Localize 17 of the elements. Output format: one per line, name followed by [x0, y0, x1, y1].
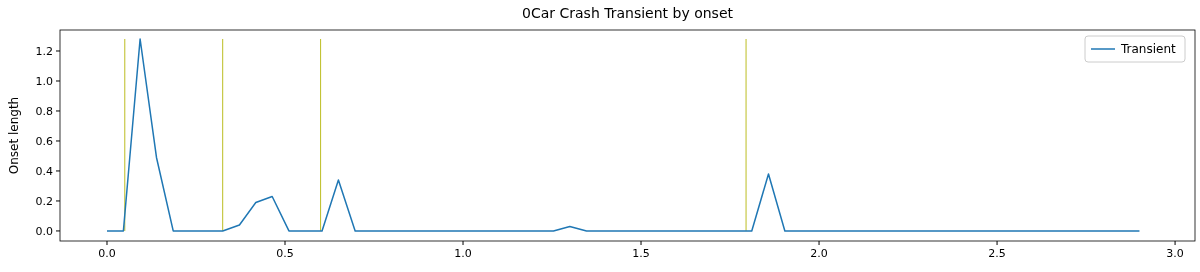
y-tick-label: 0.6 [35, 134, 53, 148]
x-tick-label: 2.0 [810, 247, 828, 260]
x-tick-label: 1.0 [454, 247, 472, 260]
y-axis-title: Onset length [7, 96, 21, 175]
x-tick-label: 3.0 [1166, 247, 1184, 260]
y-tick-label: 1.0 [35, 74, 53, 88]
y-tick-label: 0.0 [35, 224, 53, 238]
y-tick-label: 1.2 [35, 45, 53, 58]
x-tick-label: 2.5 [988, 247, 1006, 260]
x-tick-label: 0.5 [276, 247, 294, 260]
y-tick-label: 0.2 [35, 194, 53, 208]
chart-title: 0Car Crash Transient by onset [522, 5, 734, 21]
legend-label: Transient [1120, 42, 1177, 56]
y-tick-label: 0.8 [35, 104, 53, 118]
x-tick-label: 1.5 [632, 247, 650, 260]
y-tick-label: 0.4 [35, 164, 53, 178]
x-tick-label: 0.0 [98, 247, 116, 260]
